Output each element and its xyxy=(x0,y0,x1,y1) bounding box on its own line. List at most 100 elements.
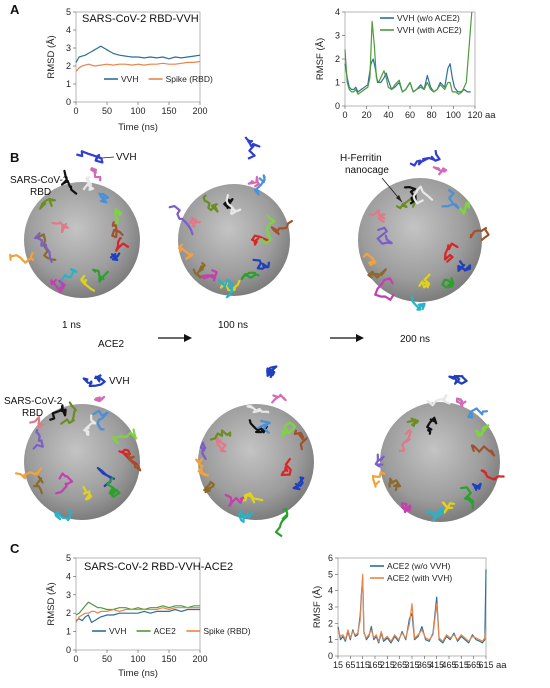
protein-cluster xyxy=(32,429,44,450)
protein-cluster xyxy=(250,234,270,246)
protein-cluster xyxy=(239,492,264,504)
vvh-protein xyxy=(432,166,448,176)
pointer-top-vvh xyxy=(101,156,115,159)
protein-cluster xyxy=(80,274,95,292)
label-bottom-ace2: ACE2 xyxy=(98,339,125,350)
protein-cluster xyxy=(60,169,78,195)
protein-cluster xyxy=(441,501,455,514)
y-tick-label: 2 xyxy=(335,54,340,64)
chart-a-rmsf: 0 20 40 60 80 100 120 0 1 2 3 4 aa RMSF (Å) VVH (w/o A… xyxy=(315,7,496,121)
protein-cluster xyxy=(224,493,245,508)
y-axis-label: RMSF (Å) xyxy=(312,586,323,628)
y-tick-label: 0 xyxy=(66,645,71,655)
nanocage-snapshot-3 xyxy=(358,149,490,311)
x-tick-label: 365 xyxy=(417,660,432,670)
label-top-rbd-line2: RBD xyxy=(30,187,51,198)
x-axis-label: aa xyxy=(496,660,507,671)
nanocage-snapshot-1 xyxy=(9,150,140,298)
time-label-1: 1 ns xyxy=(62,320,81,331)
protein-cluster xyxy=(39,197,57,210)
x-tick-label: 120 xyxy=(467,110,482,120)
protein-cluster xyxy=(252,258,270,270)
y-tick-label: 0 xyxy=(335,101,340,111)
panel-letter-a: A xyxy=(10,2,20,17)
protein-cluster xyxy=(200,269,218,282)
protein-cluster xyxy=(426,416,438,435)
x-tick-label: 40 xyxy=(383,110,393,120)
protein-cluster xyxy=(111,221,124,239)
protein-cluster xyxy=(55,472,74,495)
y-tick-label: 5 xyxy=(328,569,333,579)
protein-cluster xyxy=(426,394,451,407)
protein-cluster xyxy=(441,188,460,210)
x-tick-label: 65 xyxy=(345,660,355,670)
protein-cluster xyxy=(270,220,293,236)
protein-cluster xyxy=(49,404,67,421)
x-tick-label: 115 xyxy=(355,660,369,670)
vvh-top-protein xyxy=(244,136,261,160)
y-axis-label: RMSD (Å) xyxy=(46,35,57,78)
x-axis-label: aa xyxy=(485,110,496,121)
ferritin-sphere xyxy=(24,404,140,520)
series-line-2 xyxy=(75,601,200,616)
protein-cluster xyxy=(293,429,308,451)
y-tick-label: 2 xyxy=(66,608,71,618)
panel-b-snapshots xyxy=(9,136,505,537)
label-ferritin-line1: H-Ferritin xyxy=(340,153,382,164)
ace2-protein xyxy=(265,365,278,379)
protein-cluster xyxy=(202,194,219,213)
y-tick-label: 4 xyxy=(66,25,71,35)
label-bottom-rbd-line2: RBD xyxy=(22,408,43,419)
protein-cluster xyxy=(400,502,412,514)
protein-cluster xyxy=(376,226,393,245)
protein-cluster xyxy=(396,198,417,210)
label-top-vvh: VVH xyxy=(116,152,137,163)
protein-cluster xyxy=(34,232,53,264)
protein-cluster xyxy=(29,416,45,429)
protein-cluster xyxy=(217,278,235,299)
protein-cluster xyxy=(374,277,395,301)
nanocage-snapshot-6 xyxy=(371,374,505,522)
arrow-1-head xyxy=(184,334,192,342)
protein-cluster xyxy=(15,467,43,480)
y-axis-label: RMSD (Å) xyxy=(46,582,57,625)
protein-cluster xyxy=(471,482,482,491)
protein-cluster xyxy=(240,271,260,281)
protein-cluster xyxy=(412,185,434,205)
chart-title: SARS-CoV-2 RBD-VVH-ACE2 xyxy=(84,561,233,573)
ace2-protein xyxy=(82,374,106,388)
protein-cluster xyxy=(106,477,121,498)
x-axis-label: Time (ns) xyxy=(118,668,158,679)
protein-cluster xyxy=(246,405,270,414)
protein-cluster xyxy=(127,452,142,472)
protein-cluster xyxy=(280,457,292,477)
y-tick-label: 3 xyxy=(66,43,71,53)
x-tick-label: 200 xyxy=(192,654,207,664)
protein-cluster xyxy=(257,419,271,434)
protein-cluster xyxy=(82,176,95,191)
protein-cluster xyxy=(371,470,386,488)
y-tick-label: 4 xyxy=(328,586,333,596)
protein-cluster xyxy=(470,444,496,457)
y-tick-label: 3 xyxy=(335,31,340,41)
vvh-protein xyxy=(247,175,260,188)
protein-cluster xyxy=(260,214,276,244)
series-line-1 xyxy=(75,45,201,63)
y-tick-label: 1 xyxy=(66,627,71,637)
y-tick-label: 2 xyxy=(66,61,71,71)
y-tick-label: 4 xyxy=(66,571,71,581)
vvh-top-protein xyxy=(409,149,441,167)
protein-cluster xyxy=(292,476,305,491)
protein-cluster xyxy=(223,198,234,210)
protein-cluster xyxy=(441,277,455,289)
y-tick-label: 1 xyxy=(66,79,71,89)
x-tick-label: 565 xyxy=(466,660,481,670)
y-tick-label: 0 xyxy=(328,651,333,661)
series-line-2 xyxy=(337,573,487,642)
x-tick-label: 0 xyxy=(342,110,347,120)
protein-cluster xyxy=(388,477,402,492)
nanocage-snapshot-2 xyxy=(168,136,293,299)
x-tick-label: 60 xyxy=(405,110,415,120)
x-tick-label: 50 xyxy=(102,106,112,116)
